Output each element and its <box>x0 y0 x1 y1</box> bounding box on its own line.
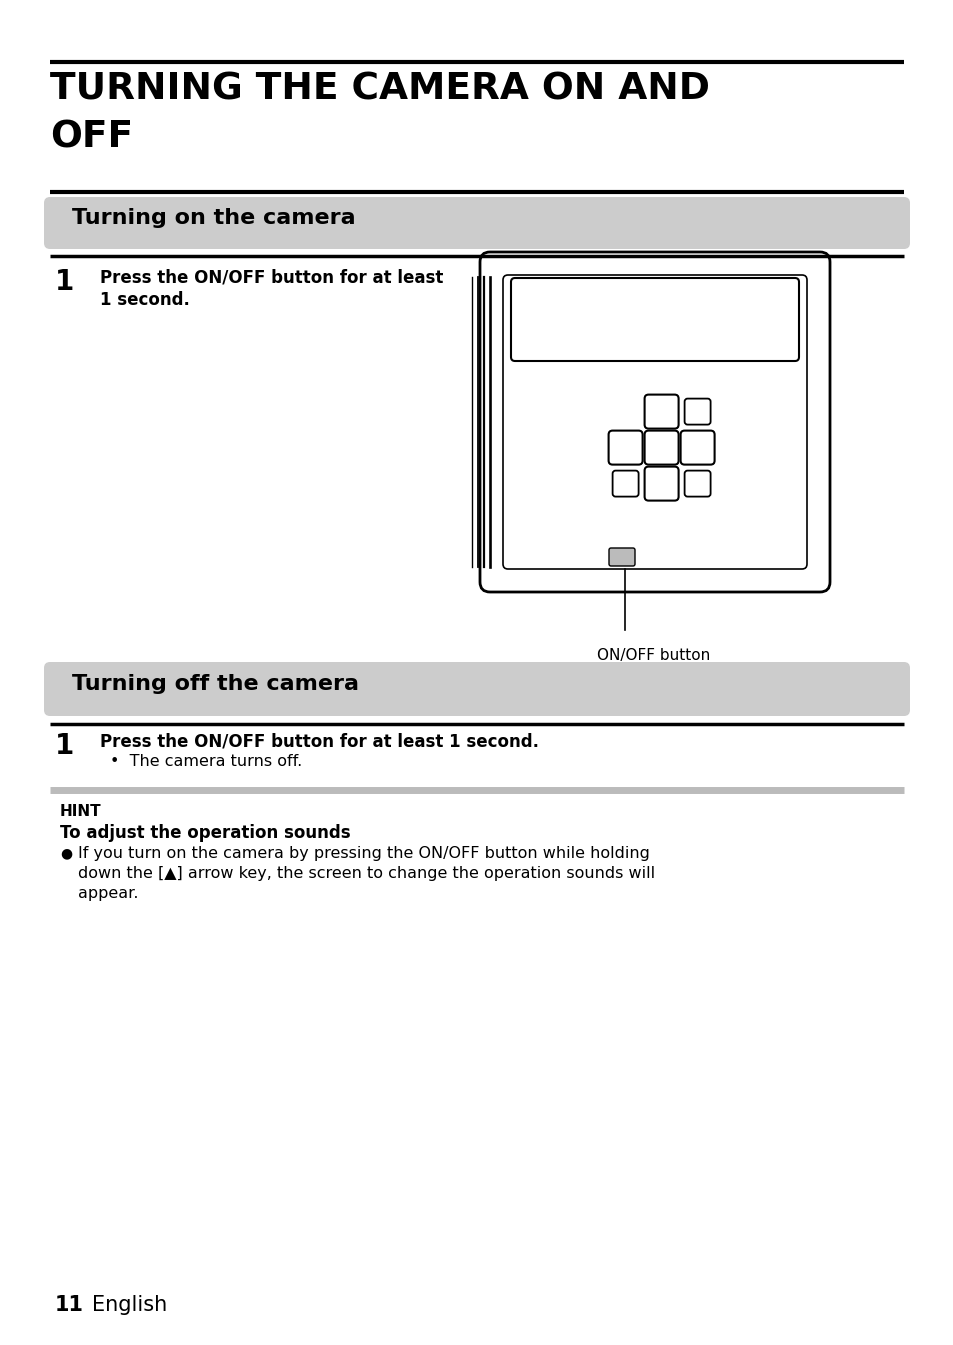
FancyBboxPatch shape <box>511 278 799 360</box>
FancyBboxPatch shape <box>679 430 714 464</box>
Text: •  The camera turns off.: • The camera turns off. <box>110 755 302 769</box>
Text: 1 second.: 1 second. <box>100 291 190 309</box>
FancyBboxPatch shape <box>502 274 806 569</box>
Text: 1: 1 <box>55 268 74 296</box>
FancyBboxPatch shape <box>644 430 678 464</box>
Text: If you turn on the camera by pressing the ON/OFF button while holding: If you turn on the camera by pressing th… <box>78 846 649 861</box>
Text: Press the ON/OFF button for at least: Press the ON/OFF button for at least <box>100 268 443 286</box>
FancyBboxPatch shape <box>608 430 642 464</box>
FancyBboxPatch shape <box>479 252 829 592</box>
FancyBboxPatch shape <box>644 467 678 500</box>
FancyBboxPatch shape <box>684 398 710 425</box>
FancyBboxPatch shape <box>44 662 909 716</box>
FancyBboxPatch shape <box>644 394 678 429</box>
Text: HINT: HINT <box>60 804 102 819</box>
Text: ON/OFF button: ON/OFF button <box>597 648 709 663</box>
Text: Press the ON/OFF button for at least 1 second.: Press the ON/OFF button for at least 1 s… <box>100 732 538 751</box>
Text: English: English <box>91 1295 167 1315</box>
Text: Turning on the camera: Turning on the camera <box>71 208 355 229</box>
Text: 11: 11 <box>55 1295 84 1315</box>
Text: 1: 1 <box>55 732 74 760</box>
Text: down the [▲] arrow key, the screen to change the operation sounds will: down the [▲] arrow key, the screen to ch… <box>78 866 655 881</box>
Text: OFF: OFF <box>50 120 133 156</box>
FancyBboxPatch shape <box>608 547 635 566</box>
FancyBboxPatch shape <box>684 471 710 496</box>
FancyBboxPatch shape <box>612 471 638 496</box>
Text: TURNING THE CAMERA ON AND: TURNING THE CAMERA ON AND <box>50 73 709 108</box>
Text: To adjust the operation sounds: To adjust the operation sounds <box>60 824 351 842</box>
Text: Turning off the camera: Turning off the camera <box>71 674 358 694</box>
Text: appear.: appear. <box>78 886 138 901</box>
FancyBboxPatch shape <box>44 196 909 249</box>
Text: ●: ● <box>60 846 72 859</box>
